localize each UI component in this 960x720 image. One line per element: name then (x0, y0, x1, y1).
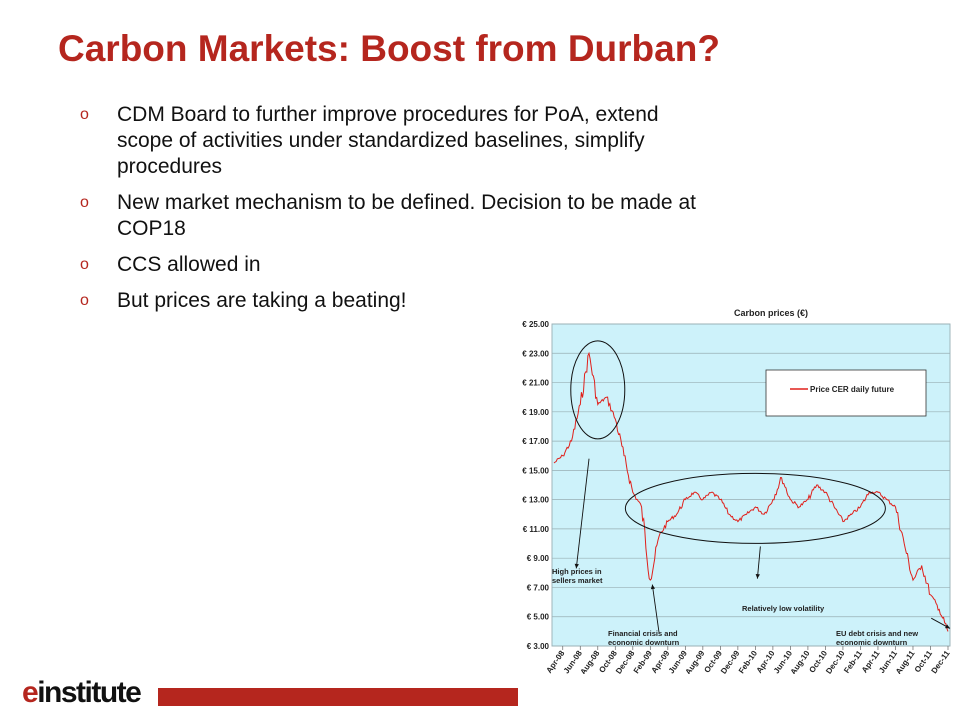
bullet-item: o CDM Board to further improve procedures… (80, 102, 710, 180)
bullet-marker: o (80, 256, 89, 273)
bullet-text: New market mechanism to be defined. Deci… (117, 191, 696, 240)
gridlines (552, 323, 950, 647)
legend-box (765, 369, 927, 417)
y-tick-label: € 19.00 (522, 408, 549, 417)
y-tick-label: € 11.00 (523, 525, 550, 534)
carbon-price-chart: € 3.00 € 5.00 € 7.00 € 9.00 € 11.00 € 13.00 € … (512, 304, 954, 674)
logo-e: e (22, 676, 39, 709)
series-lines (553, 351, 949, 632)
y-tick-label: € 7.00 (527, 583, 550, 592)
annotations: High prices in sellers market Financial cr… (552, 567, 918, 647)
chart-svg: € 3.00 € 5.00 € 7.00 € 9.00 € 11.00 € 13.00 € … (522, 308, 952, 674)
low-volatility-ellipse (624, 472, 886, 544)
bullet-text: But prices are taking a beating! (117, 289, 407, 312)
bullet-marker: o (80, 194, 89, 211)
footer-bar (158, 688, 518, 706)
y-tick-label: € 21.00 (522, 379, 549, 388)
legend-label: Price CER daily future (810, 385, 895, 394)
arrow-high-prices-head (574, 563, 579, 569)
bullet-marker: o (80, 292, 89, 309)
arrow-financial-crisis (651, 584, 660, 633)
annotation-text: Relatively low volatility (742, 604, 825, 613)
bullet-item: o But prices are taking a beating! (80, 288, 710, 314)
x-tick-label: Dec-11 (929, 649, 951, 674)
annotation-line: EU debt crisis and new (836, 629, 918, 638)
annotation-line: Relatively low volatility (742, 604, 825, 613)
bullet-item: o CCS allowed in (80, 252, 710, 278)
highlight-circles (570, 340, 886, 544)
y-tick-label: € 15.00 (522, 466, 549, 475)
y-tick-label: € 25.00 (522, 320, 549, 329)
y-tick-label: € 13.00 (522, 496, 549, 505)
y-tick-label: € 9.00 (527, 554, 550, 563)
chart-title: Carbon prices (€) (734, 308, 808, 318)
bullet-item: o New market mechanism to be defined. Dec… (80, 190, 710, 242)
slide-title: Carbon Markets: Boost from Durban? (58, 28, 720, 69)
arrow-eu-debt-head (945, 624, 950, 629)
logo-text: institute (37, 676, 142, 709)
arrow-financial-crisis-head (650, 584, 656, 590)
y-tick-label: € 3.00 (527, 642, 550, 651)
annotation-line: High prices in (552, 567, 602, 576)
bullet-marker: o (80, 106, 89, 123)
annotation-text: Financial crisis and economic downturn (608, 629, 680, 647)
high-price-circle (570, 340, 626, 440)
bullet-text: CCS allowed in (117, 253, 261, 276)
y-tick-label: € 23.00 (522, 349, 549, 358)
annotation-text: EU debt crisis and new economic downturn (836, 629, 918, 647)
annotation-line: sellers market (552, 576, 603, 585)
arrow-low-volatility (756, 546, 761, 579)
y-tick-label: € 5.00 (527, 613, 550, 622)
annotation-line: Financial crisis and (608, 629, 678, 638)
arrow-low-volatility-head (755, 573, 760, 579)
y-tick-label: € 17.00 (522, 437, 549, 446)
annotation-text: High prices in sellers market (552, 567, 603, 585)
einstitute-logo: einstitute (22, 676, 142, 710)
annotation-line: economic downturn (608, 638, 680, 647)
annotation-line: economic downturn (836, 638, 908, 647)
annotation-arrows (574, 458, 951, 633)
arrow-high-prices (575, 458, 590, 569)
bullet-text: CDM Board to further improve procedures … (117, 103, 659, 178)
series-line (553, 351, 949, 632)
legend: Price CER daily future (765, 369, 927, 417)
bullet-list: o CDM Board to further improve procedures… (80, 102, 710, 324)
